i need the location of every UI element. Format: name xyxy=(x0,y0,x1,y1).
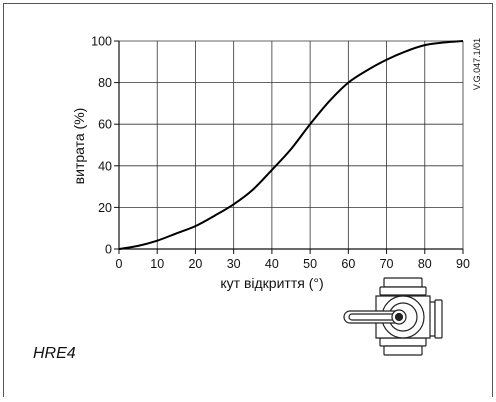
panel-border xyxy=(3,3,493,397)
three-way-mixing-valve-icon xyxy=(343,277,443,356)
series-group xyxy=(118,40,464,250)
series-line xyxy=(118,40,464,250)
x-tick-label: 0 xyxy=(116,257,123,271)
model-label: HRE4 xyxy=(33,345,76,362)
axes xyxy=(114,40,464,254)
y-tick-label: 100 xyxy=(91,35,112,49)
x-axis-title: кут відкриття (°) xyxy=(220,275,323,291)
y-tick-label: 80 xyxy=(98,76,112,90)
x-tick-label: 70 xyxy=(380,257,394,271)
y-tick-label: 40 xyxy=(98,159,112,173)
x-tick-label: 30 xyxy=(227,257,241,271)
x-tick-labels: 0 10 20 30 40 50 60 70 80 90 xyxy=(116,257,470,271)
x-tick-label: 60 xyxy=(341,257,355,271)
y-tick-label: 60 xyxy=(98,118,112,132)
x-tick-label: 20 xyxy=(188,257,202,271)
drawing-code: V.G.047.1/01 xyxy=(472,38,482,90)
x-tick-label: 10 xyxy=(150,257,164,271)
y-tick-labels: 0 20 40 60 80 100 xyxy=(91,35,112,257)
grid xyxy=(118,40,464,250)
x-tick-label: 50 xyxy=(303,257,317,271)
y-tick-label: 0 xyxy=(105,243,112,257)
x-tick-label: 90 xyxy=(456,257,470,271)
y-axis-title: витрата (%) xyxy=(71,108,87,185)
x-tick-label: 40 xyxy=(265,257,279,271)
x-tick-label: 80 xyxy=(418,257,432,271)
y-tick-label: 20 xyxy=(98,201,112,215)
